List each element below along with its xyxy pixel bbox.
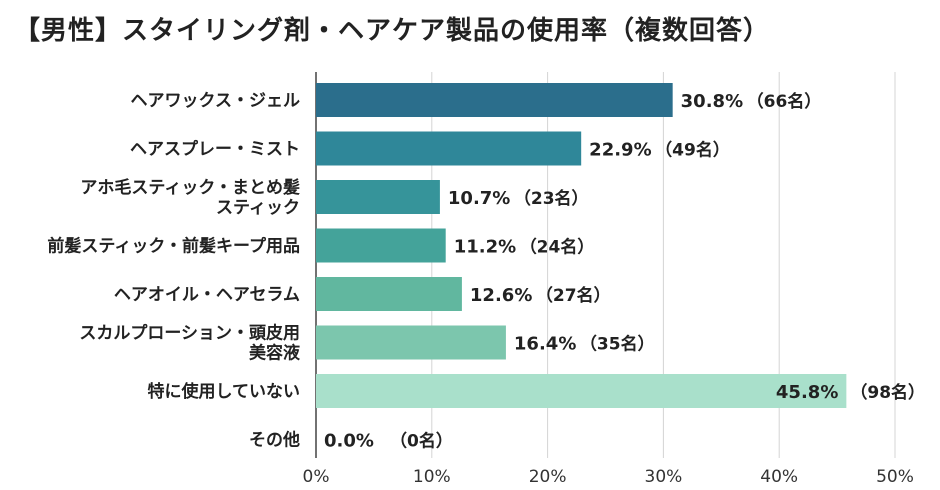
count-label: （23名） — [514, 188, 589, 209]
bar — [316, 228, 446, 263]
bar — [316, 180, 440, 214]
count-label: （35名） — [580, 334, 655, 355]
category-label: その他 — [249, 430, 300, 451]
x-tick-label: 50% — [876, 467, 914, 487]
x-tick-label: 20% — [529, 467, 567, 487]
x-tick-label: 30% — [645, 467, 683, 487]
data-label: 30.8% — [681, 91, 743, 112]
bar — [316, 131, 582, 166]
x-tick-label: 40% — [760, 467, 798, 487]
data-label: 0.0% — [324, 431, 374, 452]
data-label: 45.8% — [776, 382, 838, 403]
count-label: （98名） — [850, 382, 925, 403]
category-label: 美容液 — [249, 343, 300, 364]
count-label: （27名） — [536, 285, 611, 306]
category-label: 前髪スティック・前髪キープ用品 — [47, 236, 300, 257]
bar — [316, 83, 673, 117]
category-label: スティック — [216, 198, 300, 218]
category-label: 特に使用していない — [148, 381, 301, 402]
count-label: （49名） — [655, 140, 730, 161]
chart-title: 【男性】スタイリング剤・ヘアケア製品の使用率（複数回答） — [14, 16, 771, 46]
x-tick-label: 0% — [303, 467, 330, 487]
data-label: 10.7% — [448, 188, 510, 209]
data-label: 11.2% — [454, 237, 516, 258]
category-label: ヘアワックス・ジェル — [131, 91, 301, 111]
data-label: 16.4% — [514, 334, 576, 355]
count-label: （66名） — [747, 91, 822, 112]
category-label: ヘアスプレー・ミスト — [130, 139, 300, 160]
category-label: スカルプローション・頭皮用 — [79, 323, 300, 344]
count-label: （0名） — [390, 431, 453, 452]
data-label: 22.9% — [589, 140, 651, 161]
count-label: （24名） — [520, 237, 595, 258]
category-label: ヘアオイル・ヘアセラム — [114, 285, 300, 305]
bar — [316, 374, 847, 408]
bar — [316, 325, 506, 360]
bar — [316, 277, 462, 311]
x-tick-label: 10% — [413, 467, 451, 487]
category-label: アホ毛スティック・まとめ髪 — [80, 177, 300, 198]
data-label: 12.6% — [470, 285, 532, 306]
